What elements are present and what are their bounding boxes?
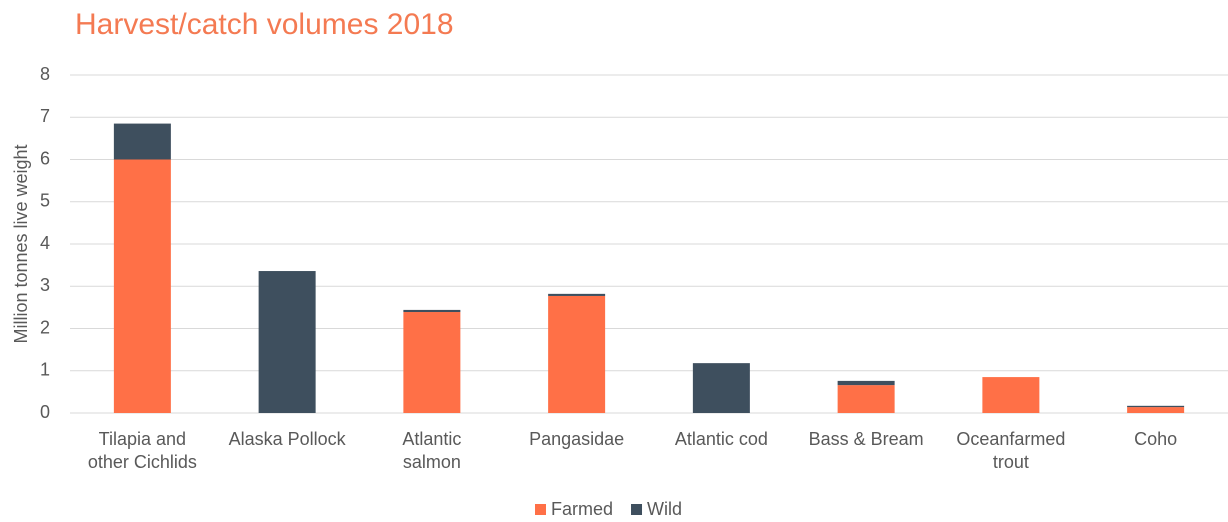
bar-segment <box>1127 407 1185 413</box>
x-tick-label: Alaska Pollock <box>228 429 346 449</box>
y-tick-label: 6 <box>40 148 50 168</box>
bar-segment <box>548 295 606 413</box>
bar-segment <box>982 377 1040 413</box>
y-tick-label: 4 <box>40 233 50 253</box>
bar-segment <box>113 159 171 413</box>
y-tick-label: 3 <box>40 275 50 295</box>
bar-segment <box>692 363 750 413</box>
y-tick-label: 8 <box>40 64 50 84</box>
y-tick-label: 1 <box>40 360 50 380</box>
legend-swatch <box>631 504 643 515</box>
x-tick-label: Coho <box>1134 429 1178 449</box>
legend-label: Farmed <box>551 499 613 519</box>
x-tick-label: Atlantic salmon <box>402 429 462 472</box>
y-tick-label: 7 <box>40 106 50 126</box>
bar-segment <box>403 309 461 313</box>
bar-segment <box>258 271 316 413</box>
x-tick-label: Bass & Bream <box>808 429 924 449</box>
bar-segment <box>1127 405 1185 408</box>
x-tick-label: Tilapia and other Cichlids <box>87 429 197 472</box>
y-tick-label: 0 <box>40 402 50 422</box>
bar-segment <box>113 123 171 160</box>
y-tick-label: 5 <box>40 191 50 211</box>
x-tick-label: Oceanfarmed trout <box>956 429 1066 472</box>
y-tick-label: 2 <box>40 317 50 337</box>
bar-segment <box>403 312 461 413</box>
x-tick-label: Pangasidae <box>529 429 625 449</box>
bar-segment <box>548 293 606 296</box>
legend-label: Wild <box>647 499 682 519</box>
y-axis-label: Million tonnes live weight <box>11 144 31 343</box>
x-tick-label: Atlantic cod <box>674 429 768 449</box>
chart-title: Harvest/catch volumes 2018 <box>75 8 454 41</box>
bar-segment <box>837 385 895 413</box>
legend-swatch <box>535 504 546 515</box>
bar-segment <box>837 380 895 386</box>
